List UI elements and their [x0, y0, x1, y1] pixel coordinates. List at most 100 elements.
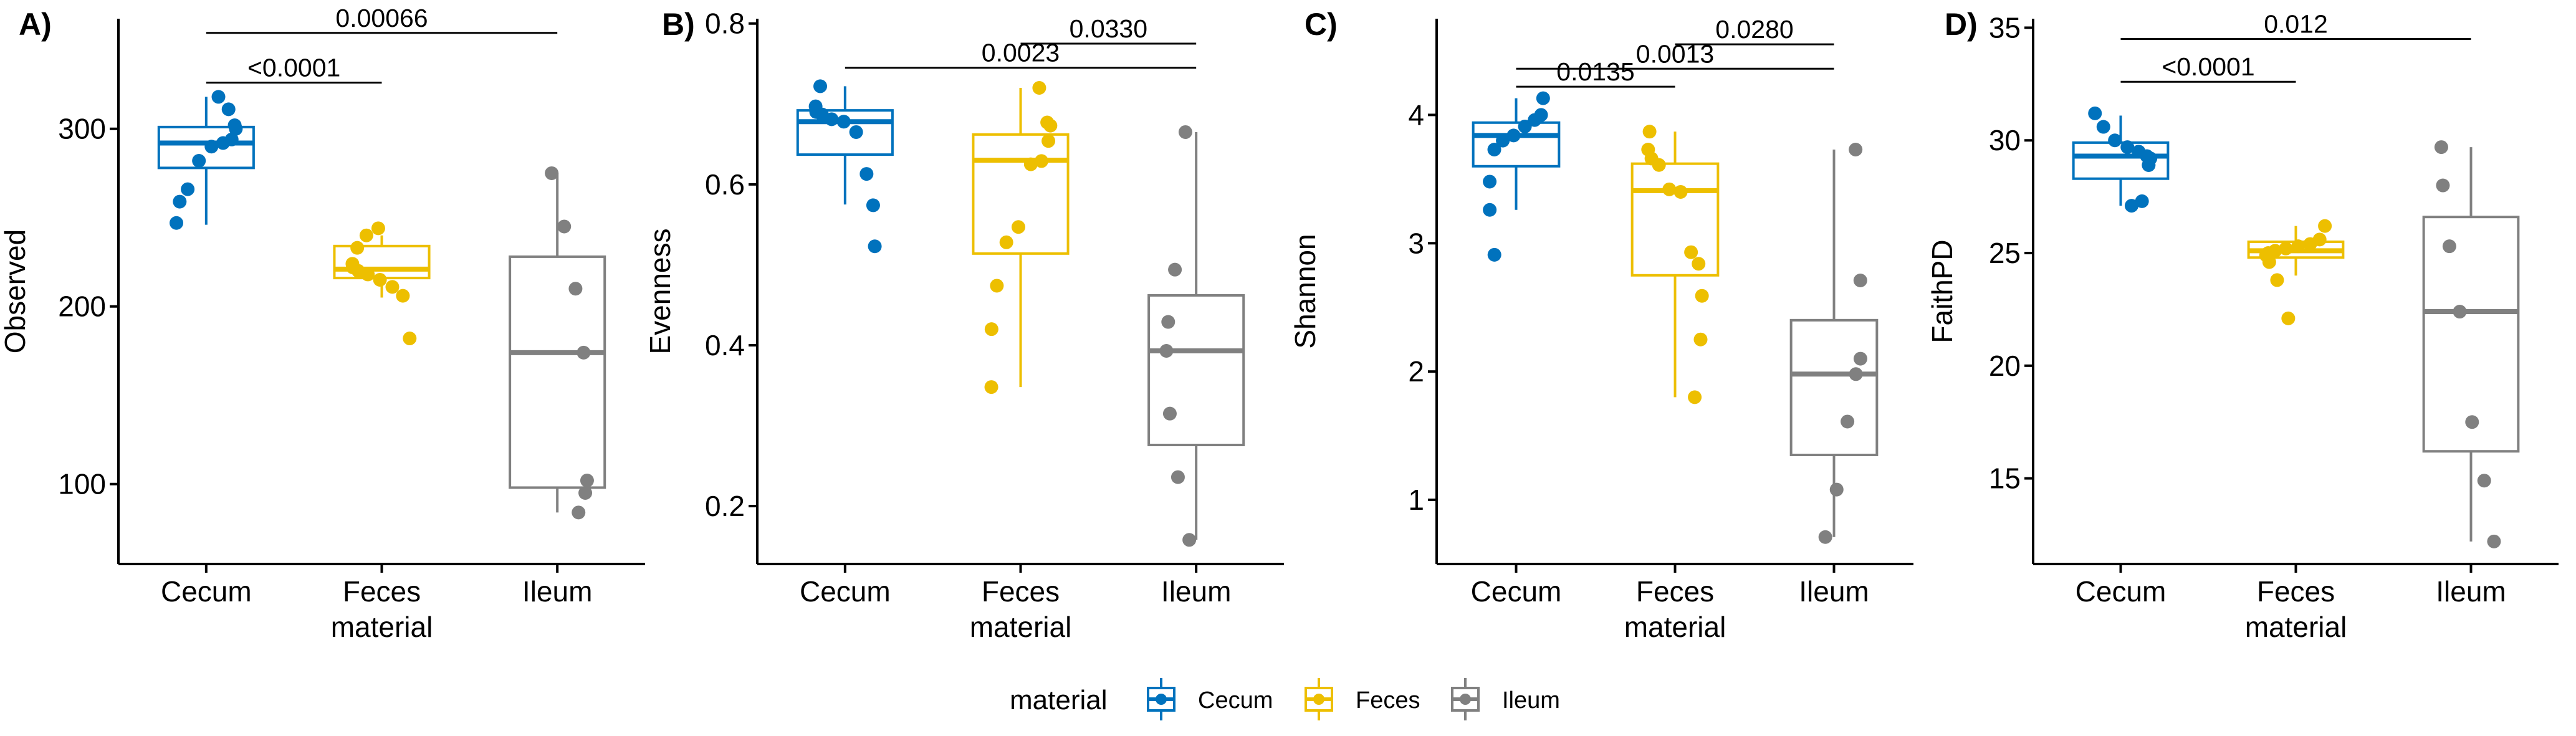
data-point-feces — [1023, 157, 1038, 171]
data-point-feces — [2270, 273, 2284, 287]
y-axis-title: Shannon — [1289, 234, 1321, 348]
y-tick-label: 200 — [58, 290, 106, 323]
y-axis-title: FaithPD — [1926, 239, 1958, 343]
data-point-feces — [984, 380, 998, 394]
data-point-feces — [371, 221, 385, 236]
data-point-ileum — [1829, 482, 1844, 497]
data-point-ileum — [1853, 351, 1867, 366]
x-axis-title: material — [1624, 611, 1726, 643]
significance-label: 0.012 — [2264, 10, 2328, 39]
data-point-cecum — [170, 216, 184, 230]
data-point-cecum — [836, 115, 851, 129]
panel-c: 1 2 3 4 Cecum Feces Ileum material Shannon 0.0280… — [1289, 7, 1913, 643]
data-point-cecum — [825, 112, 839, 127]
box-rect — [1789, 318, 1879, 457]
panel-label: A) — [19, 7, 52, 42]
y-tick-label: 100 — [58, 468, 106, 500]
x-tick-label: Feces — [2257, 575, 2335, 608]
data-point-cecum — [1536, 91, 1550, 105]
data-point-ileum — [2465, 415, 2479, 429]
data-point-feces — [1688, 390, 1702, 404]
data-point-ileum — [578, 485, 593, 500]
data-point-ileum — [1849, 367, 1863, 381]
data-point-feces — [990, 279, 1004, 293]
data-point-feces — [2303, 237, 2317, 251]
data-point-cecum — [866, 198, 880, 213]
data-point-ileum — [2477, 474, 2491, 488]
data-point-cecum — [192, 154, 206, 168]
x-axis-title: material — [970, 611, 1072, 643]
data-point-cecum — [2120, 140, 2135, 155]
data-point-cecum — [849, 125, 863, 139]
box-rect — [1472, 121, 1561, 168]
data-point-feces — [350, 241, 365, 255]
x-tick-label: Cecum — [800, 575, 891, 608]
y-tick-label: 2 — [1408, 355, 1424, 388]
data-point-cecum — [1487, 143, 1501, 156]
data-point-feces — [1692, 257, 1706, 271]
data-point-ileum — [1853, 274, 1867, 287]
data-point-ileum — [1161, 315, 1175, 329]
data-point-feces — [1695, 289, 1709, 303]
data-point-feces — [1034, 154, 1048, 168]
y-tick-label: 0.2 — [705, 490, 745, 522]
box-rect — [1630, 162, 1720, 277]
data-point-ileum — [1168, 262, 1182, 277]
data-point-ileum — [545, 166, 559, 180]
box-feces — [972, 87, 1070, 388]
box-cecum — [157, 97, 255, 225]
legend-item-feces: Feces — [1305, 678, 1420, 720]
panel-label: B) — [662, 7, 695, 42]
box-ileum — [1147, 131, 1245, 540]
data-point-ileum — [580, 474, 594, 488]
data-point-feces — [1673, 184, 1688, 199]
data-point-cecum — [1528, 113, 1542, 127]
y-tick-label: 0.8 — [705, 7, 745, 40]
data-point-cecum — [211, 90, 226, 104]
x-tick-label: Ileum — [1799, 575, 1869, 608]
data-point-feces — [2318, 219, 2332, 233]
data-point-feces — [359, 228, 373, 242]
data-point-cecum — [1483, 203, 1497, 217]
significance-label: 0.0280 — [1715, 15, 1793, 44]
x-tick-label: Feces — [343, 575, 421, 608]
data-point-cecum — [1496, 133, 1510, 148]
data-point-feces — [984, 322, 998, 337]
data-point-cecum — [221, 102, 236, 117]
data-point-cecum — [859, 167, 874, 181]
x-tick-label: Ileum — [2436, 575, 2506, 608]
significance-label: <0.0001 — [247, 54, 340, 82]
data-point-feces — [2262, 255, 2276, 269]
data-point-feces — [1662, 182, 1677, 196]
data-point-cecum — [173, 194, 187, 209]
data-point-feces — [1693, 332, 1708, 346]
y-tick-label: 20 — [1989, 350, 2021, 382]
legend-item-ileum: Ileum — [1451, 678, 1560, 720]
y-tick-label: 0.6 — [705, 168, 745, 201]
x-tick-label: Ileum — [522, 575, 592, 608]
y-tick-label: 300 — [58, 113, 106, 145]
significance-label: <0.0001 — [2162, 52, 2254, 81]
data-point-feces — [361, 267, 375, 282]
x-tick-label: Ileum — [1161, 575, 1231, 608]
x-tick-label: Feces — [1636, 575, 1714, 608]
data-point-feces — [403, 332, 417, 346]
y-tick-label: 30 — [1989, 124, 2021, 156]
panel-b: 0.2 0.4 0.6 0.8 Cecum Feces Ileum material Evenn… — [644, 7, 1284, 643]
data-point-feces — [2291, 239, 2305, 254]
data-point-feces — [1011, 220, 1025, 234]
box-rect — [1147, 294, 1245, 446]
significance-label: 0.0135 — [1556, 57, 1634, 86]
data-point-ileum — [577, 345, 591, 360]
data-point-feces — [1043, 118, 1058, 133]
data-point-cecum — [229, 122, 243, 136]
panel-label: D) — [1945, 7, 1978, 42]
data-point-cecum — [2096, 120, 2110, 134]
data-point-feces — [385, 280, 400, 294]
box-rect — [509, 255, 606, 489]
data-point-ileum — [1841, 414, 1855, 429]
legend-title: material — [1010, 685, 1108, 715]
legend-label: Feces — [1356, 687, 1420, 714]
y-tick-label: 35 — [1989, 11, 2021, 44]
